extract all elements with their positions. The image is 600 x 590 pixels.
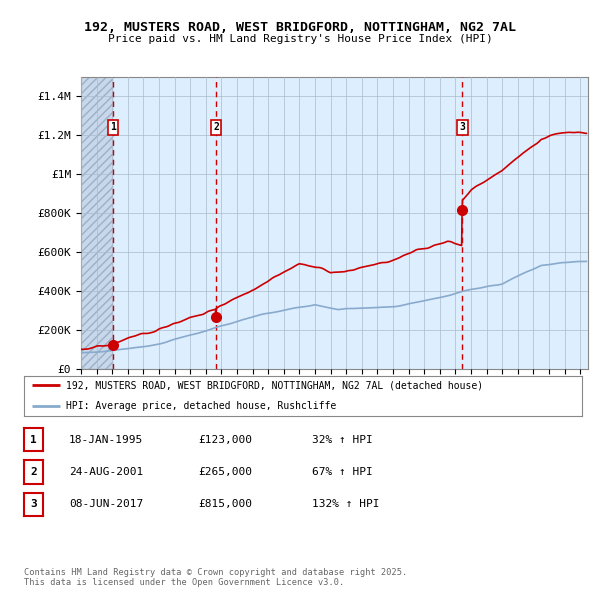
Text: 1: 1 [30, 435, 37, 444]
Text: 67% ↑ HPI: 67% ↑ HPI [312, 467, 373, 477]
Bar [81, 77, 113, 369]
Text: £815,000: £815,000 [198, 500, 252, 509]
Text: 1: 1 [110, 122, 116, 132]
Text: 2: 2 [30, 467, 37, 477]
Text: 18-JAN-1995: 18-JAN-1995 [69, 435, 143, 444]
Text: 08-JUN-2017: 08-JUN-2017 [69, 500, 143, 509]
Text: 3: 3 [460, 122, 465, 132]
Text: 192, MUSTERS ROAD, WEST BRIDGFORD, NOTTINGHAM, NG2 7AL (detached house): 192, MUSTERS ROAD, WEST BRIDGFORD, NOTTI… [66, 381, 483, 391]
Text: HPI: Average price, detached house, Rushcliffe: HPI: Average price, detached house, Rush… [66, 401, 336, 411]
Text: Price paid vs. HM Land Registry's House Price Index (HPI): Price paid vs. HM Land Registry's House … [107, 34, 493, 44]
Text: 32% ↑ HPI: 32% ↑ HPI [312, 435, 373, 444]
Text: £123,000: £123,000 [198, 435, 252, 444]
Text: £265,000: £265,000 [198, 467, 252, 477]
Bar [81, 77, 113, 369]
Text: 3: 3 [30, 500, 37, 509]
Text: Contains HM Land Registry data © Crown copyright and database right 2025.
This d: Contains HM Land Registry data © Crown c… [24, 568, 407, 587]
Text: 2: 2 [213, 122, 219, 132]
Text: 24-AUG-2001: 24-AUG-2001 [69, 467, 143, 477]
Text: 192, MUSTERS ROAD, WEST BRIDGFORD, NOTTINGHAM, NG2 7AL: 192, MUSTERS ROAD, WEST BRIDGFORD, NOTTI… [84, 21, 516, 34]
Text: 132% ↑ HPI: 132% ↑ HPI [312, 500, 380, 509]
